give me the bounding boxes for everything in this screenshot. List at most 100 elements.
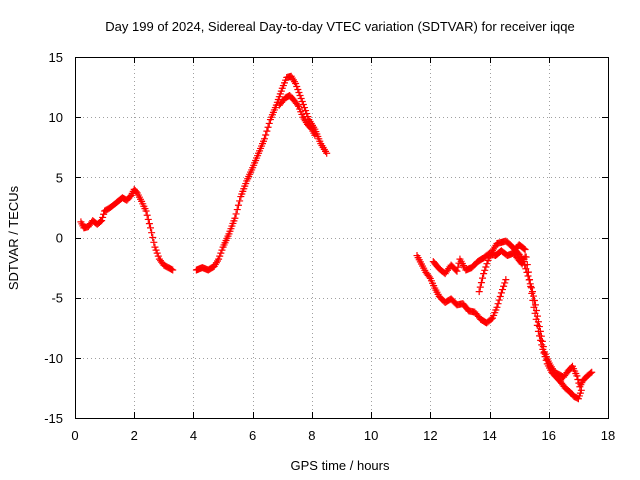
y-tick-label: 5 bbox=[56, 170, 63, 185]
data-point bbox=[297, 95, 305, 103]
data-point bbox=[454, 263, 462, 271]
data-point bbox=[497, 289, 505, 297]
data-point bbox=[97, 218, 105, 226]
data-point bbox=[263, 127, 271, 135]
data-point bbox=[99, 213, 107, 221]
data-points bbox=[77, 72, 596, 403]
x-tick-label: 4 bbox=[190, 428, 197, 443]
data-point bbox=[538, 337, 546, 345]
data-point bbox=[523, 261, 531, 269]
data-point bbox=[295, 88, 303, 96]
plot-frame bbox=[75, 57, 609, 419]
data-point bbox=[168, 265, 176, 273]
data-point bbox=[539, 345, 547, 353]
series-track-3 bbox=[275, 92, 319, 139]
data-point bbox=[323, 149, 331, 157]
data-point bbox=[298, 98, 306, 106]
data-point bbox=[299, 101, 307, 109]
data-point bbox=[529, 296, 537, 304]
y-tick-label: -5 bbox=[51, 291, 63, 306]
x-tick-label: 12 bbox=[423, 428, 437, 443]
data-point bbox=[293, 101, 301, 109]
y-tick-label: 0 bbox=[56, 231, 63, 246]
series-track-2 bbox=[192, 72, 331, 274]
data-point bbox=[231, 214, 239, 222]
data-point bbox=[541, 353, 549, 361]
data-point bbox=[577, 386, 585, 394]
data-point bbox=[265, 119, 273, 127]
data-point bbox=[534, 327, 542, 335]
data-point bbox=[524, 268, 532, 276]
data-point bbox=[148, 229, 156, 237]
data-point bbox=[154, 252, 162, 260]
y-tick-label: 15 bbox=[49, 50, 63, 65]
series-track-7 bbox=[512, 241, 585, 403]
x-tick-label: 14 bbox=[482, 428, 496, 443]
data-point bbox=[475, 288, 483, 296]
data-point bbox=[487, 315, 495, 323]
data-point bbox=[100, 210, 108, 218]
data-point bbox=[311, 131, 319, 139]
data-point bbox=[573, 372, 581, 380]
data-point bbox=[261, 135, 269, 143]
data-point bbox=[153, 249, 161, 257]
data-point bbox=[528, 289, 536, 297]
data-point bbox=[537, 336, 545, 344]
data-point bbox=[530, 303, 538, 311]
x-tick-label: 2 bbox=[131, 428, 138, 443]
data-point bbox=[477, 279, 485, 287]
data-point bbox=[152, 246, 160, 254]
data-point bbox=[494, 300, 502, 308]
data-point bbox=[296, 92, 304, 100]
x-tick-label: 6 bbox=[249, 428, 256, 443]
data-point bbox=[502, 276, 510, 284]
x-tick-label: 8 bbox=[308, 428, 315, 443]
data-point bbox=[481, 266, 489, 274]
data-point bbox=[574, 375, 582, 383]
data-point bbox=[531, 309, 539, 317]
data-point bbox=[495, 296, 503, 304]
data-point bbox=[540, 349, 548, 357]
data-point bbox=[236, 197, 244, 205]
x-tick-label: 18 bbox=[601, 428, 615, 443]
series-track-5 bbox=[429, 247, 529, 278]
grid-lines bbox=[75, 57, 608, 418]
data-point bbox=[588, 368, 596, 376]
data-point bbox=[232, 210, 240, 218]
data-point bbox=[302, 107, 310, 115]
axis-ticks: 0 2 4 6 8 10 12 14 16 18 -15 -10 -5 0 5 10 15 bbox=[44, 50, 615, 443]
data-point bbox=[476, 283, 484, 291]
data-point bbox=[264, 123, 272, 131]
data-point bbox=[169, 266, 177, 274]
y-tick-label: -15 bbox=[44, 411, 63, 426]
data-point bbox=[520, 245, 528, 253]
data-point bbox=[300, 104, 308, 112]
y-tick-label: -10 bbox=[44, 351, 63, 366]
chart-title: Day 199 of 2024, Sidereal Day-to-day VTE… bbox=[105, 19, 574, 34]
data-point bbox=[536, 332, 544, 340]
data-point bbox=[493, 303, 501, 311]
data-point bbox=[150, 238, 158, 246]
data-point bbox=[217, 249, 225, 257]
data-point bbox=[527, 283, 535, 291]
y-tick-label: 10 bbox=[49, 110, 63, 125]
data-point bbox=[144, 215, 152, 223]
y-axis-label: SDTVAR / TECUs bbox=[6, 185, 21, 290]
data-point bbox=[482, 263, 490, 271]
data-point bbox=[480, 270, 488, 278]
data-point bbox=[542, 356, 550, 364]
x-axis-label: GPS time / hours bbox=[291, 458, 390, 473]
data-point bbox=[142, 207, 150, 215]
data-point bbox=[501, 279, 509, 287]
data-point bbox=[293, 82, 301, 90]
data-point bbox=[216, 252, 224, 260]
data-point bbox=[98, 217, 106, 225]
series-track-1 bbox=[77, 185, 177, 274]
data-point bbox=[233, 206, 241, 214]
data-point bbox=[143, 211, 151, 219]
data-point bbox=[538, 341, 546, 349]
data-point bbox=[147, 224, 155, 232]
data-point bbox=[215, 255, 223, 263]
data-point bbox=[145, 220, 153, 228]
